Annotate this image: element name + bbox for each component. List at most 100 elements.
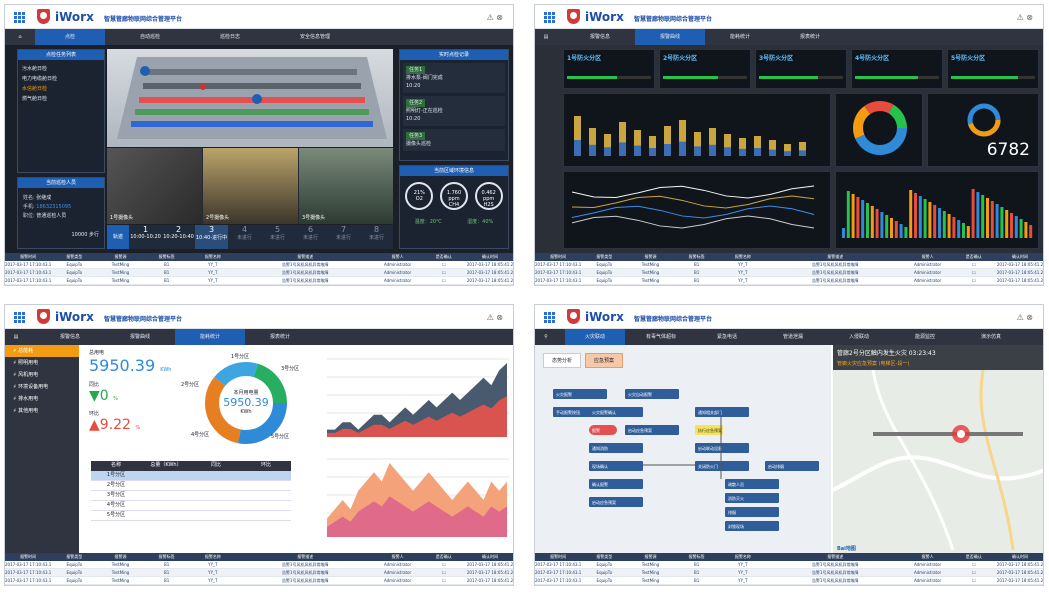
table-cell: 2017-03-17 18:05:41.266 (466, 562, 514, 567)
tab-safety[interactable]: 安全信息管理 (299, 34, 330, 40)
tab-emergency-4[interactable]: 入侵联动 (848, 334, 869, 340)
track-step[interactable]: 6 未进行 (294, 225, 327, 249)
header-icons[interactable]: ⚠ ⊗ (486, 313, 503, 322)
confirm-checkbox[interactable]: ☐ (441, 570, 446, 575)
header-icons[interactable]: ⚠ ⊗ (1016, 313, 1033, 322)
confirm-checkbox[interactable]: ☐ (441, 278, 446, 283)
confirm-checkbox[interactable]: ☐ (971, 578, 976, 583)
confirm-checkbox[interactable]: ☐ (971, 278, 976, 283)
track-step[interactable]: 1 10:00-10:20 (129, 225, 162, 249)
multi-bar-card (835, 171, 1039, 249)
flow-node: 现场确认 (589, 461, 643, 471)
confirm-checkbox[interactable]: ☐ (971, 562, 976, 567)
header-icons[interactable]: ⚠ ⊗ (1016, 13, 1033, 22)
menu-item[interactable]: ⚡ 照明用电 (5, 357, 79, 369)
table-row[interactable]: 2017-03-17 17:10:43.127 EquipTo TestMing B1… (535, 269, 1043, 277)
table-row[interactable]: 2017-03-17 17:10:43.127 EquipTo TestMing B1… (5, 261, 513, 269)
table-row[interactable]: 2017-03-17 17:10:43.127 EquipTo TestMing B1… (535, 577, 1043, 585)
tab-report[interactable]: 报表统计 (799, 34, 820, 40)
menu-item[interactable]: ⚡ 其他用电 (5, 405, 79, 417)
tab-alarm-info[interactable]: 报警信息 (589, 34, 610, 40)
table-row[interactable]: 2017-03-17 17:10:43.127 EquipTo TestMing B1… (535, 561, 1043, 569)
tab-emergency-0[interactable]: 火灾联动 (565, 329, 625, 345)
zone-card[interactable]: 2号防火分区 (659, 49, 751, 89)
track-step[interactable]: 7 未进行 (327, 225, 360, 249)
task-item[interactable]: 电力电缆舱日检 (22, 76, 58, 82)
apps-grid-icon[interactable] (14, 312, 25, 323)
table-row[interactable]: 2号分区 (91, 481, 291, 491)
tab-inspection[interactable]: 点检 (35, 29, 105, 45)
zone-card[interactable]: 3号防火分区 (755, 49, 847, 89)
menu-item[interactable]: ⚡ 总能耗 (5, 345, 79, 357)
record-item[interactable]: 任务3 摄像头巡检 (403, 129, 505, 151)
table-row[interactable]: 2017-03-17 17:10:43.127 EquipTo TestMing B1… (5, 577, 513, 585)
tab-alarm-curve[interactable]: 报警曲线 (129, 334, 150, 340)
tab-plan[interactable]: 应急预案 (585, 353, 624, 368)
tab-alarm-curve[interactable]: 报警曲线 (635, 29, 705, 45)
zone-card[interactable]: 1号防火分区 (563, 49, 655, 89)
table-row[interactable]: 2017-03-17 17:10:43.127 EquipTo TestMing B1… (535, 569, 1043, 577)
record-item[interactable]: 任务2 照明灯-正在巡检 10:20 (403, 96, 505, 126)
table-row[interactable]: 3号分区 (91, 491, 291, 501)
tunnel-3d-view[interactable] (107, 49, 393, 147)
flow-node: 疏散人员 (725, 479, 779, 489)
tab-emergency-6[interactable]: 演示仿真 (980, 334, 1001, 340)
table-row[interactable]: 5号分区 (91, 511, 291, 521)
menu-item[interactable]: ⚡ 风机用电 (5, 369, 79, 381)
table-row[interactable]: 2017-03-17 17:10:43.127 EquipTo TestMing B1… (5, 269, 513, 277)
confirm-checkbox[interactable]: ☐ (441, 578, 446, 583)
tab-emergency-2[interactable]: 紧急电话 (716, 334, 737, 340)
track-step[interactable]: 4 未进行 (228, 225, 261, 249)
humidity-value: 湿度：40% (467, 219, 494, 225)
tab-emergency-3[interactable]: 管道泄漏 (782, 334, 803, 340)
menu-item[interactable]: ⚡ 排水用电 (5, 393, 79, 405)
camera-2[interactable]: 2号摄像头 (203, 148, 298, 224)
track-step[interactable]: 3 10:40-进行中 (195, 225, 228, 249)
tab-auto-inspection[interactable]: 自动巡检 (139, 34, 160, 40)
link-icon[interactable]: ⚲ (544, 334, 548, 340)
track-step[interactable]: 5 未进行 (261, 225, 294, 249)
track-step[interactable]: 2 10:20-10:40 (162, 225, 195, 249)
table-row[interactable]: 1号分区 (91, 471, 291, 481)
confirm-checkbox[interactable]: ☐ (971, 270, 976, 275)
confirm-checkbox[interactable]: ☐ (441, 262, 446, 267)
camera-1[interactable]: 1号摄像头 (107, 148, 202, 224)
header-icons[interactable]: ⚠ ⊗ (486, 13, 503, 22)
camera-3[interactable]: 3号摄像头 (299, 148, 393, 224)
db-icon[interactable]: ▤ (543, 34, 549, 40)
tab-energy[interactable]: 能耗统计 (175, 329, 245, 345)
tab-situation[interactable]: 态势分析 (543, 353, 582, 368)
bar (981, 195, 985, 238)
tab-inspection-log[interactable]: 巡检日志 (219, 34, 240, 40)
task-item[interactable]: 水信舱日检 (22, 86, 48, 92)
db-icon[interactable]: ▤ (13, 334, 19, 340)
apps-grid-icon[interactable] (544, 12, 555, 23)
table-row[interactable]: 4号分区 (91, 501, 291, 511)
task-item[interactable]: 燃气舱日检 (22, 96, 48, 102)
apps-grid-icon[interactable] (544, 312, 555, 323)
zone-card[interactable]: 5号防火分区 (947, 49, 1039, 89)
map-area[interactable]: 管廊2号分区触内发生火灾 03:23:43 管廊火灾应急预案 (电梯区-段一) … (832, 345, 1043, 555)
menu-item[interactable]: ⚡ 环境设备用电 (5, 381, 79, 393)
tab-alarm-info[interactable]: 报警信息 (59, 334, 80, 340)
task-item[interactable]: 污水舱日检 (22, 66, 48, 72)
apps-grid-icon[interactable] (14, 12, 25, 23)
table-row[interactable]: 2017-03-17 17:10:43.127 EquipTo TestMing B1… (5, 561, 513, 569)
table-row[interactable]: 2017-03-17 17:10:43.127 EquipTo TestMing B1… (535, 261, 1043, 269)
table-row[interactable]: 2017-03-17 17:10:43.127 EquipTo TestMing B1… (5, 277, 513, 285)
tab-emergency-5[interactable]: 能源监控 (914, 334, 935, 340)
step-time: 未进行 (236, 235, 252, 241)
tab-energy[interactable]: 能耗统计 (729, 34, 750, 40)
tab-report[interactable]: 报表统计 (269, 334, 290, 340)
table-row[interactable]: 2017-03-17 17:10:43.127 EquipTo TestMing B1… (535, 277, 1043, 285)
record-item[interactable]: 任务1 排水泵-阀门完成 10:20 (403, 63, 505, 93)
track-step[interactable]: 8 未进行 (360, 225, 393, 249)
home-icon[interactable]: ⌂ (18, 34, 22, 40)
tab-emergency-1[interactable]: 有毒气体超标 (645, 334, 676, 340)
confirm-checkbox[interactable]: ☐ (441, 562, 446, 567)
confirm-checkbox[interactable]: ☐ (971, 570, 976, 575)
confirm-checkbox[interactable]: ☐ (441, 270, 446, 275)
zone-card[interactable]: 4号防火分区 (851, 49, 943, 89)
confirm-checkbox[interactable]: ☐ (971, 262, 976, 267)
table-row[interactable]: 2017-03-17 17:10:43.127 EquipTo TestMing B1… (5, 569, 513, 577)
